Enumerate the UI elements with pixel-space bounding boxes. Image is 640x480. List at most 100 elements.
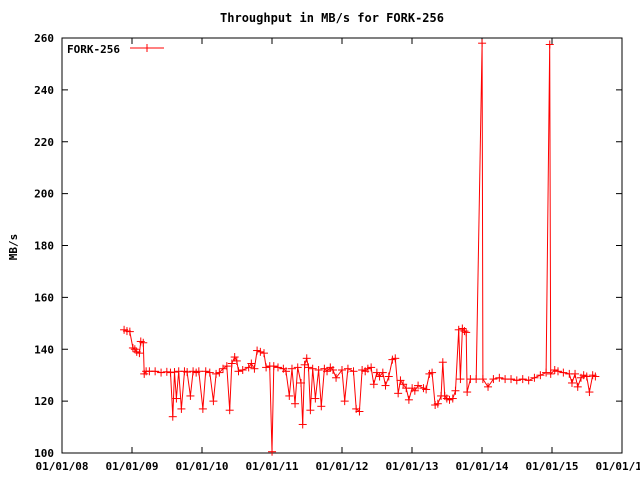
data-point [317,402,326,411]
data-point [546,369,555,378]
data-point [381,381,390,390]
data-point [268,447,277,456]
data-point [293,363,302,372]
x-tick-label: 01/01/10 [176,460,229,473]
data-point [394,389,403,398]
x-tick-label: 01/01/12 [316,460,369,473]
data-point [489,375,498,384]
data-point [456,375,465,384]
data-point [166,368,175,377]
data-point [157,368,166,377]
data-point [363,364,372,373]
y-axis: 100 120 140 160 180 200 220 240 260 [34,32,622,460]
data-point [559,368,568,377]
data-point [323,367,332,376]
data-point [448,394,457,403]
data-point [375,372,384,381]
data-point [256,347,265,356]
data-point [460,327,469,336]
data-point [135,349,144,358]
data-point [573,382,582,391]
data-point [391,354,400,363]
chart-title: Throughput in MB/s for FORK-256 [220,11,444,25]
data-point [302,354,311,363]
data-point [151,367,160,376]
x-tick-label: 01/01/11 [246,460,299,473]
data-point [285,391,294,400]
data-point [495,373,504,382]
data-point [338,366,346,374]
data-point [410,386,419,395]
data-point [287,364,296,373]
data-point [234,367,243,376]
x-tick-label: 01/01/16 [596,460,640,473]
x-tick-label: 01/01/13 [386,460,439,473]
data-point [259,349,268,358]
data-point [314,366,323,374]
data-point [472,375,481,384]
data-point [209,397,218,406]
data-point [428,368,437,377]
x-axis: 01/01/08 01/01/09 01/01/10 01/01/11 01/01/12… [36,38,640,473]
data-point [125,327,134,336]
data-point [304,363,313,372]
data-point [282,367,291,376]
y-tick-label: 180 [34,240,54,253]
data-point [291,399,300,408]
data-point [542,368,551,377]
data-point [172,394,181,403]
data-point [128,343,137,352]
series-fork-256 [120,39,600,456]
data-point [227,359,236,368]
series-line [123,43,596,452]
data-point [168,412,177,421]
data-point [250,364,259,373]
data-point [545,40,554,49]
data-point [367,363,376,372]
data-point [571,369,580,378]
data-point [298,420,307,429]
y-tick-label: 160 [34,291,54,304]
x-tick-label: 01/01/09 [106,460,159,473]
data-point [183,368,192,377]
y-tick-label: 200 [34,188,54,201]
data-point [445,395,454,404]
data-point [349,367,358,376]
data-point [422,385,431,394]
data-point [230,353,239,362]
data-point [306,406,315,415]
x-tick-label: 01/01/15 [526,460,579,473]
data-point [247,359,256,368]
data-point [253,346,262,355]
y-tick-label: 100 [34,447,54,460]
data-point [414,381,423,390]
data-point [201,367,210,376]
data-point [225,406,234,415]
x-tick-label: 01/01/08 [36,460,89,473]
data-point [454,325,463,334]
data-point [530,373,539,382]
legend-label: FORK-256 [67,43,120,56]
data-point [194,367,203,376]
data-point [238,366,247,374]
data-point [507,375,516,384]
data-point [404,395,413,404]
data-point [205,368,214,377]
y-tick-label: 140 [34,343,54,356]
data-point [222,362,231,371]
data-point [186,391,195,400]
data-point [332,373,341,382]
data-point [478,39,487,48]
data-point [262,363,271,372]
data-point [311,394,320,403]
data-point [232,356,241,365]
data-point [215,368,224,377]
data-point [433,399,442,408]
legend: FORK-256 [67,43,164,56]
y-tick-label: 260 [34,32,54,45]
data-point [296,378,305,387]
data-point [198,404,207,413]
data-point [567,378,576,387]
y-tick-label: 220 [34,136,54,149]
